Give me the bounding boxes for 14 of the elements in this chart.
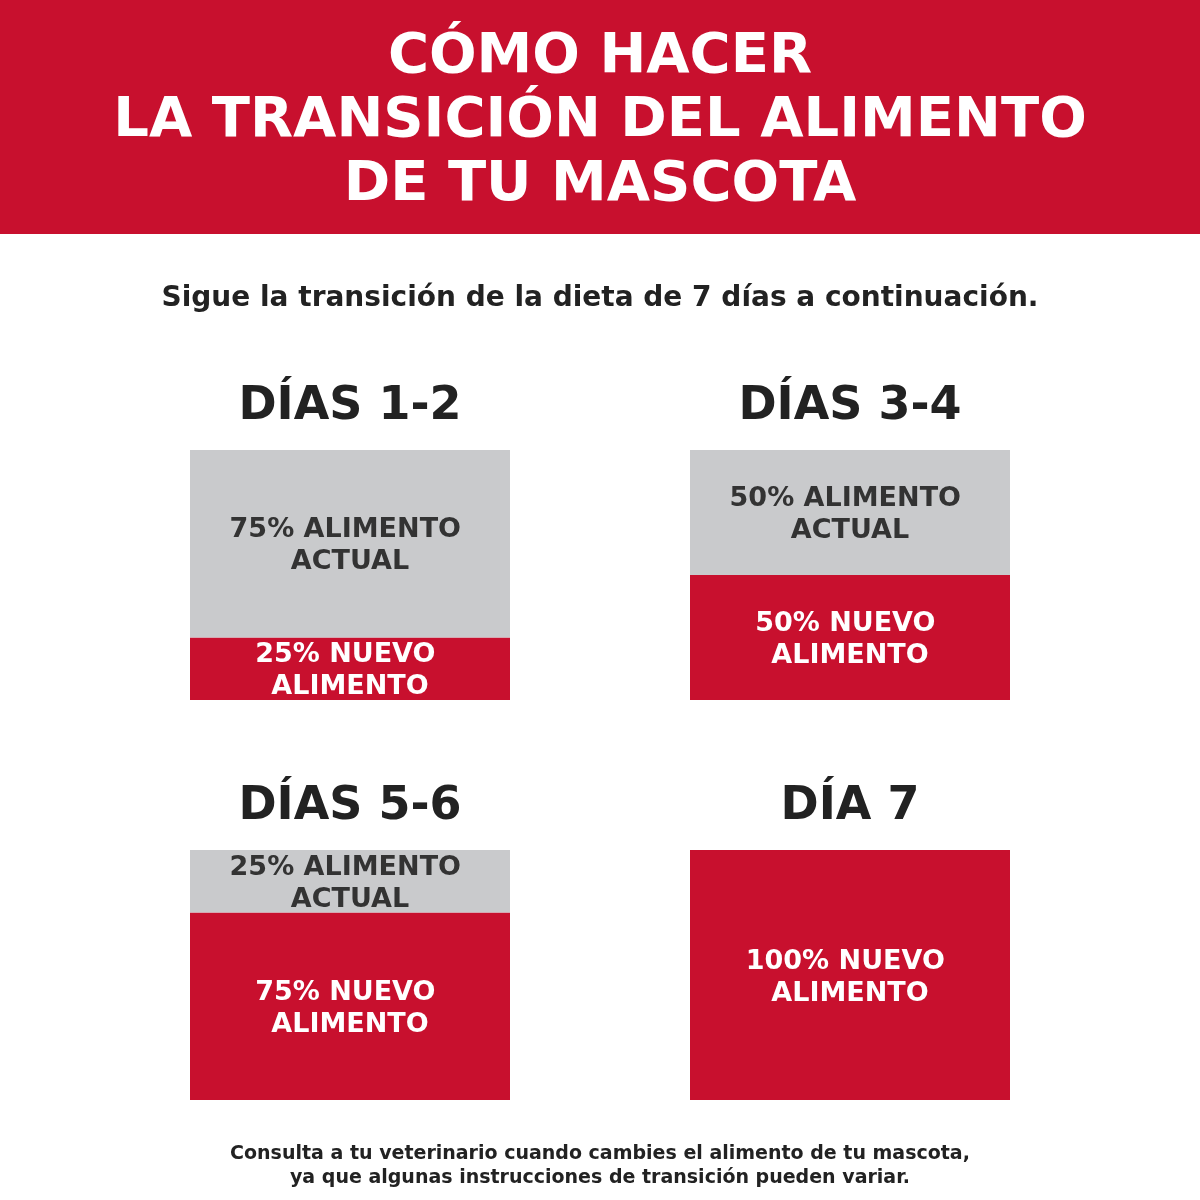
data-label: 100% NUEVO ALIMENTO — [745, 943, 955, 1007]
data-label: 75% ALIMENTO ACTUAL — [229, 512, 471, 576]
data-label: 50% ALIMENTO ACTUAL — [729, 481, 971, 544]
data-label: 25% ALIMENTO ACTUAL — [229, 849, 471, 913]
data-label: 75% NUEVO ALIMENTO — [255, 974, 445, 1038]
x-tick-label: DÍA 7 — [780, 776, 920, 830]
chart-subtitle: Sigue la transición de la dieta de 7 días a continuación. — [160, 279, 1040, 315]
chart-title: CÓMO HACER LA TRANSICIÓN DEL ALIMENTO DE TU MASCOTA — [0, 0, 1200, 234]
x-tick-label: DÍAS 1-2 — [238, 376, 462, 430]
x-tick-label: DÍAS 3-4 — [738, 376, 962, 430]
x-tick-label: DÍAS 5-6 — [238, 776, 462, 830]
data-label: 25% NUEVO ALIMENTO — [255, 637, 445, 701]
data-label: 50% NUEVO ALIMENTO — [755, 606, 945, 669]
text: Consulta a tu veterinario cuando cambies el alimento de tu mascota, ya que algunas instrucciones de transición pueden variar. — [229, 1140, 971, 1188]
